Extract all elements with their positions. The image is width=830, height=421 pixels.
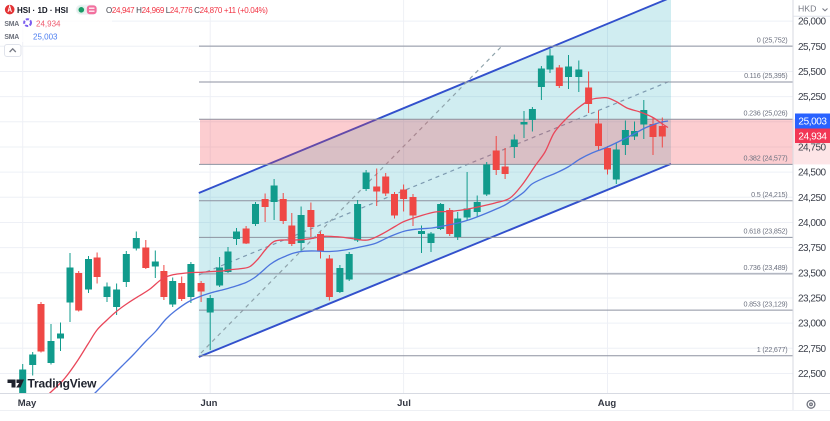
svg-text:May: May — [18, 398, 37, 409]
svg-text:Jun: Jun — [201, 398, 218, 409]
svg-text:23,000: 23,000 — [798, 319, 827, 330]
svg-text:HKD: HKD — [798, 4, 816, 14]
svg-text:24,250: 24,250 — [798, 193, 827, 204]
svg-text:0.116 (25,395): 0.116 (25,395) — [744, 71, 787, 80]
svg-text:24,000: 24,000 — [798, 218, 827, 229]
svg-text:23,750: 23,750 — [798, 243, 827, 254]
svg-text:24,500: 24,500 — [798, 168, 827, 179]
svg-text:25,500: 25,500 — [798, 67, 827, 78]
svg-text:0.853 (23,129): 0.853 (23,129) — [744, 299, 788, 308]
svg-text:0.5 (24,215): 0.5 (24,215) — [751, 190, 787, 199]
svg-text:O24,947 H24,969 L24,776 C24,87: O24,947 H24,969 L24,776 C24,870 +11 (+0.… — [106, 6, 268, 15]
svg-text:SMA: SMA — [4, 34, 19, 41]
svg-text:25,003: 25,003 — [798, 117, 827, 128]
svg-text:0 (25,752): 0 (25,752) — [757, 35, 788, 44]
svg-text:24,934: 24,934 — [798, 132, 827, 143]
svg-text:26,000: 26,000 — [798, 17, 827, 28]
svg-text:23,250: 23,250 — [798, 294, 827, 305]
svg-text:TradingView: TradingView — [28, 377, 98, 391]
svg-text:0.736 (23,489): 0.736 (23,489) — [744, 263, 788, 272]
svg-text:Jul: Jul — [397, 398, 411, 409]
svg-text:23,500: 23,500 — [798, 268, 827, 279]
svg-text:25,003: 25,003 — [33, 33, 58, 42]
svg-text:Aug: Aug — [598, 398, 617, 409]
svg-text:0.618 (23,852): 0.618 (23,852) — [744, 227, 788, 236]
svg-text:22,750: 22,750 — [798, 344, 827, 355]
svg-text:24,934: 24,934 — [36, 19, 61, 28]
svg-text:24,750: 24,750 — [798, 143, 827, 154]
svg-text:0.382 (24,577): 0.382 (24,577) — [744, 154, 788, 163]
svg-text:0.236 (25,026): 0.236 (25,026) — [744, 108, 788, 117]
svg-text:SMA: SMA — [4, 21, 19, 28]
svg-text:22,500: 22,500 — [798, 369, 827, 380]
svg-text:25,250: 25,250 — [798, 92, 827, 103]
svg-text:1 (22,677): 1 (22,677) — [757, 345, 788, 354]
svg-text:HSI · 1D · HSI: HSI · 1D · HSI — [17, 6, 68, 15]
svg-text:25,750: 25,750 — [798, 42, 827, 53]
